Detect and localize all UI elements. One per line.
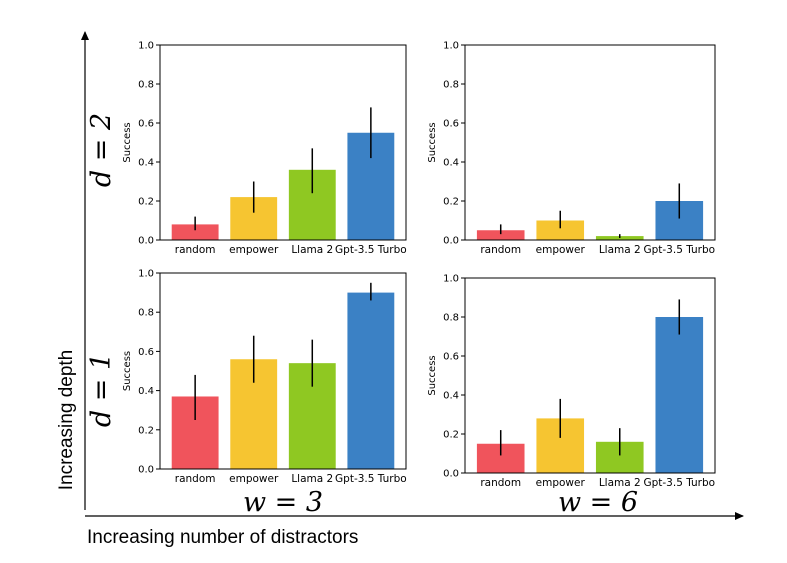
- y-tick-label: 0.0: [138, 465, 154, 476]
- panels: random empower Llama 2 Gpt-3.5 Turbo0.00.20…: [122, 41, 716, 489]
- y-tick-label: 1.0: [138, 269, 154, 280]
- y-tick-label: 1.0: [138, 41, 154, 52]
- y-axis-label: Success: [122, 122, 133, 162]
- chart-panel-3: random empower Llama 2 Gpt-3.5 Turbo 0.0 0.2 0…: [122, 269, 407, 486]
- row-label-top: d = 2: [86, 113, 117, 187]
- y-tick-label: 0.4: [138, 386, 154, 397]
- bar-empower: [536, 220, 585, 240]
- x-tick-label: random: [175, 473, 216, 485]
- x-tick-label: random: [480, 477, 521, 489]
- x-tick-label: Llama 2: [599, 477, 641, 489]
- col-label-left: w = 3: [243, 487, 323, 518]
- chart-panel-1: random empower Llama 2 Gpt-3.5 Turbo 0.0 0.2 0…: [122, 41, 407, 257]
- axes-frame: [464, 277, 716, 474]
- y-tick-label: 0.8: [443, 313, 459, 324]
- y-tick-label: 0.6: [138, 119, 154, 130]
- y-tick-label: 0.6: [443, 352, 459, 363]
- x-tick-label: Llama 2: [291, 473, 333, 485]
- y-tick-label: 0.2: [138, 425, 154, 436]
- x-tick-label: random: [480, 244, 521, 256]
- y-tick-label: 0.4: [138, 158, 154, 169]
- x-tick-label: empower: [229, 244, 279, 256]
- x-tick-label: empower: [536, 244, 586, 256]
- x-arrow-label: Increasing number of distractors: [87, 527, 358, 548]
- y-tick-label: 0.6: [138, 347, 154, 358]
- y-tick-label: 0.6: [443, 119, 459, 130]
- y-tick-label: 0.4: [443, 391, 459, 402]
- y-tick-label: 0.0: [443, 236, 459, 247]
- y-tick-label: 0.2: [443, 197, 459, 208]
- y-tick-label: 0.0: [138, 236, 154, 247]
- bar-random: [476, 230, 525, 240]
- y-tick-label: 0.2: [443, 430, 459, 441]
- y-tick-label: 0.4: [443, 158, 459, 169]
- y-tick-label: 0.0: [443, 469, 459, 480]
- x-tick-label: empower: [536, 477, 586, 489]
- x-tick-label: Gpt-3.5 Turbo: [643, 477, 715, 489]
- y-axis-label: Success: [427, 355, 438, 395]
- y-tick-label: 0.8: [138, 308, 154, 319]
- x-tick-label: Gpt-3.5 Turbo: [335, 244, 407, 256]
- y-tick-label: 0.2: [138, 197, 154, 208]
- chart-panel-4: random empower Llama 2 Gpt-3.5 Turbo 0.0 0.2 0…: [427, 274, 716, 489]
- x-tick-label: Llama 2: [291, 244, 333, 256]
- bar-gpt-35-turbo: [655, 317, 704, 473]
- x-tick-label: random: [175, 244, 216, 256]
- y-tick-label: 1.0: [443, 274, 459, 285]
- bar-random: [171, 224, 219, 240]
- row-label-bottom: d = 1: [86, 353, 117, 427]
- axes-frame: [159, 272, 407, 470]
- axes-frame: [159, 44, 407, 241]
- x-tick-label: Gpt-3.5 Turbo: [643, 244, 715, 256]
- y-axis-label: Success: [427, 122, 438, 162]
- x-tick-label: empower: [229, 473, 279, 485]
- bar-gpt-35-turbo: [347, 292, 395, 469]
- col-label-right: w = 6: [558, 487, 638, 518]
- y-tick-label: 0.8: [443, 80, 459, 91]
- y-tick-label: 0.8: [138, 80, 154, 91]
- axes-frame: [464, 44, 716, 241]
- x-tick-label: Gpt-3.5 Turbo: [335, 473, 407, 485]
- y-arrow-label: Increasing depth: [56, 350, 77, 491]
- chart-panel-2: random empower Llama 2 Gpt-3.5 Turbo 0.0 0.2 0…: [427, 41, 716, 256]
- y-tick-label: 1.0: [443, 41, 459, 52]
- x-tick-label: Llama 2: [599, 244, 641, 256]
- y-axis-label: Success: [122, 351, 133, 391]
